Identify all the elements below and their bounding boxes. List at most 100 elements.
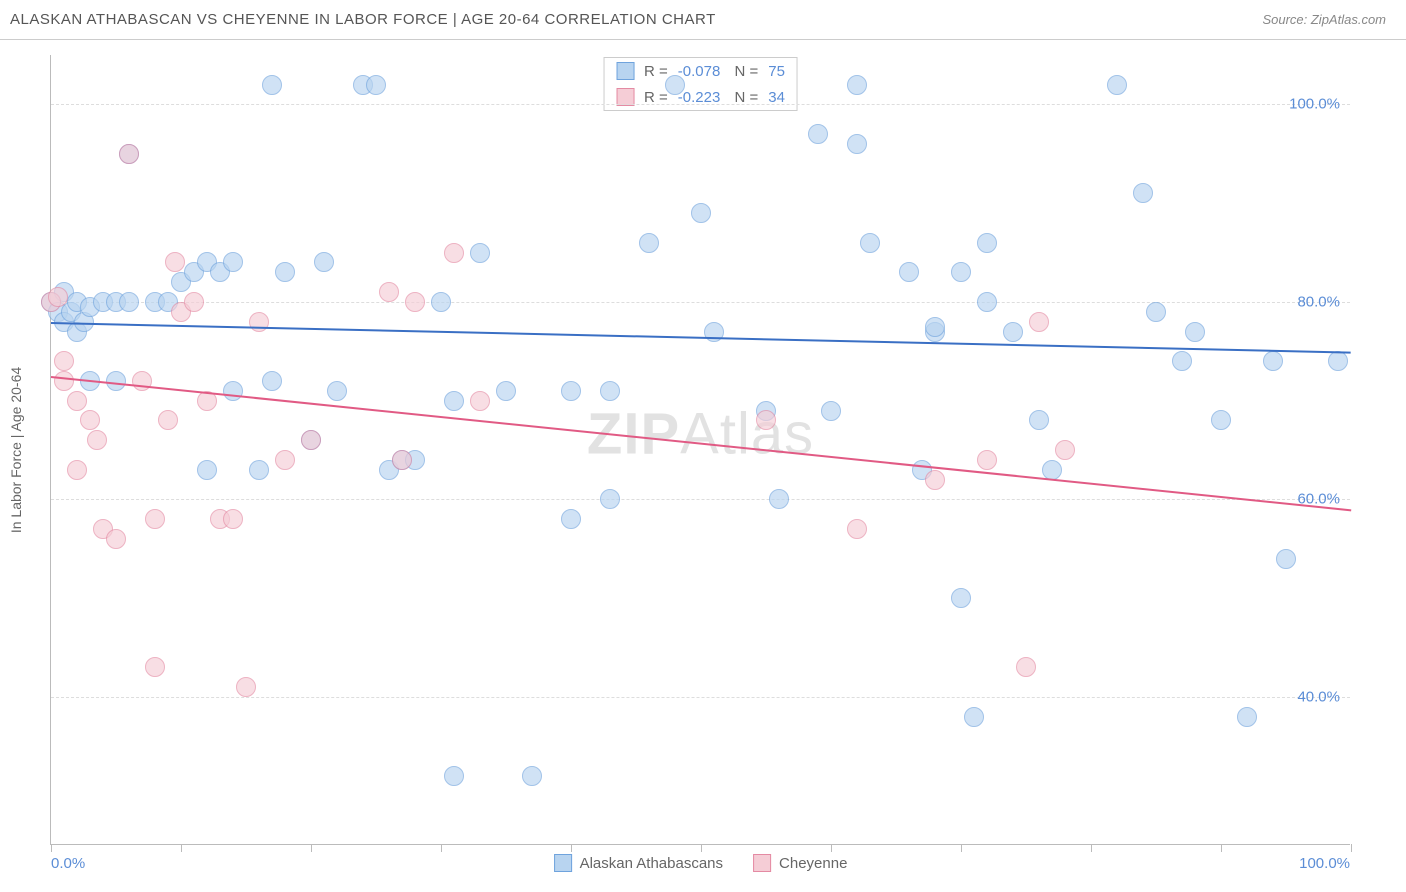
x-tick (571, 844, 572, 852)
data-point-series-0 (808, 124, 828, 144)
data-point-series-0 (327, 381, 347, 401)
data-point-series-0 (249, 460, 269, 480)
data-point-series-1 (145, 657, 165, 677)
data-point-series-0 (431, 292, 451, 312)
gridline-h (51, 697, 1350, 698)
watermark-rest: Atlas (680, 401, 814, 466)
data-point-series-1 (1055, 440, 1075, 460)
y-axis-title: In Labor Force | Age 20-64 (8, 366, 24, 532)
stats-row-series-0: R = -0.078 N = 75 (604, 58, 797, 84)
stat-n-1: 34 (768, 89, 785, 106)
data-point-series-1 (119, 144, 139, 164)
x-tick (311, 844, 312, 852)
data-point-series-0 (977, 292, 997, 312)
data-point-series-0 (444, 766, 464, 786)
chart-area: In Labor Force | Age 20-64 ZIPAtlas R = … (0, 40, 1406, 892)
header-bar: ALASKAN ATHABASCAN VS CHEYENNE IN LABOR … (0, 0, 1406, 40)
data-point-series-0 (314, 252, 334, 272)
data-point-series-0 (899, 262, 919, 282)
data-point-series-0 (964, 707, 984, 727)
trend-line-series-1 (51, 376, 1351, 511)
data-point-series-0 (1185, 322, 1205, 342)
stat-n-0: 75 (768, 63, 785, 80)
data-point-series-0 (951, 588, 971, 608)
data-point-series-0 (223, 252, 243, 272)
data-point-series-1 (158, 410, 178, 430)
data-point-series-0 (496, 381, 516, 401)
data-point-series-0 (925, 317, 945, 337)
x-tick (51, 844, 52, 852)
data-point-series-0 (561, 509, 581, 529)
data-point-series-0 (366, 75, 386, 95)
data-point-series-0 (847, 75, 867, 95)
data-point-series-1 (184, 292, 204, 312)
trend-line-series-0 (51, 322, 1351, 354)
data-point-series-0 (444, 391, 464, 411)
legend-item-0: Alaskan Athabascans (554, 854, 723, 872)
data-point-series-0 (106, 371, 126, 391)
data-point-series-1 (145, 509, 165, 529)
data-point-series-0 (821, 401, 841, 421)
data-point-series-0 (600, 489, 620, 509)
data-point-series-1 (301, 430, 321, 450)
data-point-series-1 (54, 371, 74, 391)
data-point-series-0 (1003, 322, 1023, 342)
y-tick-label: 80.0% (1297, 293, 1340, 310)
swatch-series-1 (616, 88, 634, 106)
data-point-series-1 (392, 450, 412, 470)
data-point-series-0 (1276, 549, 1296, 569)
stat-r-0: -0.078 (678, 63, 721, 80)
swatch-series-0 (616, 62, 634, 80)
data-point-series-0 (119, 292, 139, 312)
data-point-series-1 (1029, 312, 1049, 332)
data-point-series-0 (1042, 460, 1062, 480)
data-point-series-1 (80, 410, 100, 430)
data-point-series-1 (847, 519, 867, 539)
x-tick (441, 844, 442, 852)
data-point-series-1 (54, 351, 74, 371)
data-point-series-1 (756, 410, 776, 430)
data-point-series-1 (48, 287, 68, 307)
data-point-series-1 (977, 450, 997, 470)
data-point-series-0 (1146, 302, 1166, 322)
y-tick-label: 40.0% (1297, 688, 1340, 705)
x-tick (181, 844, 182, 852)
data-point-series-1 (165, 252, 185, 272)
data-point-series-0 (769, 489, 789, 509)
data-point-series-0 (665, 75, 685, 95)
data-point-series-0 (1237, 707, 1257, 727)
data-point-series-0 (1211, 410, 1231, 430)
data-point-series-0 (470, 243, 490, 263)
y-tick-label: 100.0% (1289, 96, 1340, 113)
data-point-series-0 (1029, 410, 1049, 430)
scatter-plot: In Labor Force | Age 20-64 ZIPAtlas R = … (50, 55, 1350, 845)
x-tick (1091, 844, 1092, 852)
data-point-series-1 (379, 282, 399, 302)
stat-r-1: -0.223 (678, 89, 721, 106)
data-point-series-0 (860, 233, 880, 253)
data-point-series-1 (444, 243, 464, 263)
legend-label-0: Alaskan Athabascans (580, 855, 723, 872)
data-point-series-0 (977, 233, 997, 253)
x-tick (1221, 844, 1222, 852)
data-point-series-0 (1328, 351, 1348, 371)
data-point-series-1 (67, 460, 87, 480)
data-point-series-1 (925, 470, 945, 490)
data-point-series-0 (1133, 183, 1153, 203)
data-point-series-1 (106, 529, 126, 549)
data-point-series-1 (405, 292, 425, 312)
data-point-series-0 (197, 460, 217, 480)
legend-label-1: Cheyenne (779, 855, 847, 872)
data-point-series-0 (847, 134, 867, 154)
data-point-series-0 (1107, 75, 1127, 95)
legend-swatch-0 (554, 854, 572, 872)
x-tick (831, 844, 832, 852)
data-point-series-0 (262, 75, 282, 95)
data-point-series-1 (87, 430, 107, 450)
bottom-legend: Alaskan Athabascans Cheyenne (554, 854, 848, 872)
data-point-series-0 (1263, 351, 1283, 371)
data-point-series-1 (275, 450, 295, 470)
x-tick (961, 844, 962, 852)
x-tick (701, 844, 702, 852)
data-point-series-1 (470, 391, 490, 411)
